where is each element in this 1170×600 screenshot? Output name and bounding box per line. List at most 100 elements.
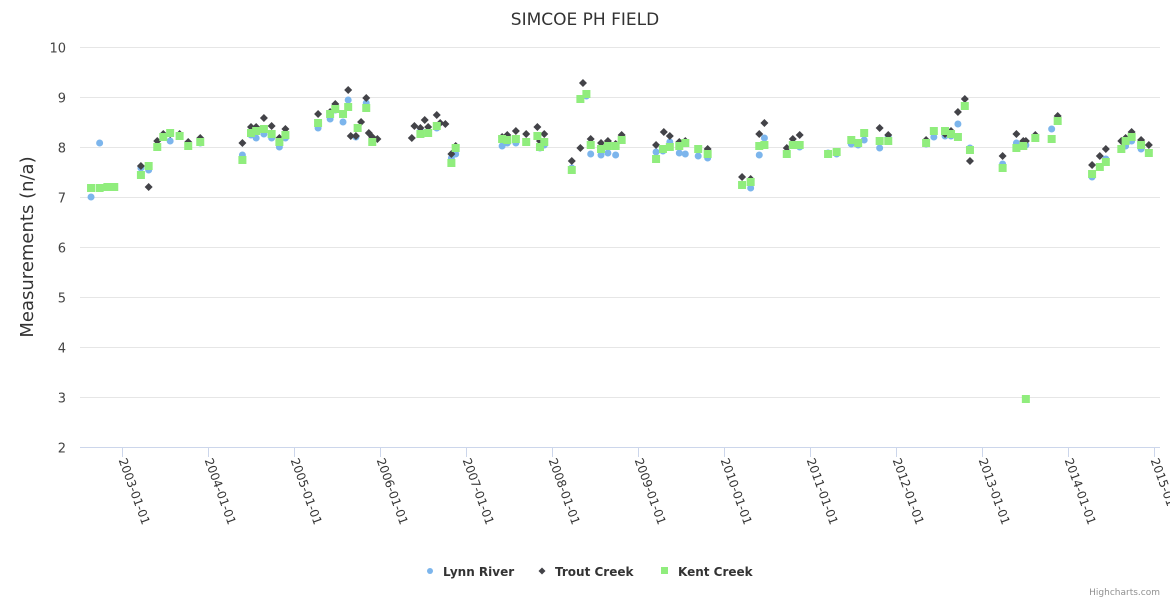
data-point[interactable] <box>252 127 261 135</box>
data-point[interactable] <box>346 132 355 140</box>
data-point[interactable] <box>960 95 969 103</box>
data-point[interactable] <box>953 133 962 141</box>
data-point[interactable] <box>617 136 626 144</box>
data-point[interactable] <box>535 143 544 151</box>
data-point[interactable] <box>159 133 168 141</box>
data-point[interactable] <box>498 142 506 150</box>
data-point[interactable] <box>1095 163 1104 171</box>
data-point[interactable] <box>755 130 764 138</box>
data-point[interactable] <box>353 124 362 132</box>
data-point[interactable] <box>144 162 153 170</box>
data-point[interactable] <box>788 141 797 149</box>
data-point[interactable] <box>441 120 450 128</box>
legend-item-kent-creek[interactable]: Kent Creek <box>661 565 754 579</box>
data-point[interactable] <box>832 148 841 156</box>
data-point[interactable] <box>1127 133 1136 141</box>
data-point[interactable] <box>95 184 104 192</box>
data-point[interactable] <box>860 136 868 144</box>
data-point[interactable] <box>876 144 884 152</box>
data-point[interactable] <box>1088 170 1097 178</box>
data-point[interactable] <box>576 95 585 103</box>
data-point[interactable] <box>738 181 747 189</box>
data-point[interactable] <box>795 141 804 149</box>
legend-item-lynn-river[interactable]: Lynn River <box>427 565 514 579</box>
data-point[interactable] <box>184 142 193 150</box>
data-point[interactable] <box>103 183 112 191</box>
data-point[interactable] <box>87 184 96 192</box>
data-point[interactable] <box>339 118 347 126</box>
data-point[interactable] <box>331 105 340 113</box>
data-point[interactable] <box>953 108 962 116</box>
data-point[interactable] <box>259 114 268 122</box>
data-point[interactable] <box>522 138 531 146</box>
data-point[interactable] <box>196 138 205 146</box>
data-point[interactable] <box>597 151 605 159</box>
data-point[interactable] <box>922 139 931 147</box>
data-point[interactable] <box>344 103 353 111</box>
data-point[interactable] <box>1047 135 1056 143</box>
data-point[interactable] <box>665 132 674 140</box>
data-point[interactable] <box>681 150 689 158</box>
data-point[interactable] <box>747 184 755 192</box>
data-point[interactable] <box>259 125 268 133</box>
data-point[interactable] <box>998 164 1007 172</box>
data-point[interactable] <box>782 150 791 158</box>
data-point[interactable] <box>738 173 747 181</box>
data-point[interactable] <box>875 124 884 132</box>
data-point[interactable] <box>1144 141 1153 149</box>
data-point[interactable] <box>420 116 429 124</box>
data-point[interactable] <box>576 144 585 152</box>
data-point[interactable] <box>540 138 549 146</box>
data-point[interactable] <box>351 132 360 140</box>
data-point[interactable] <box>1121 137 1130 145</box>
data-point[interactable] <box>603 142 612 150</box>
data-point[interactable] <box>153 143 162 151</box>
data-point[interactable] <box>267 122 276 130</box>
data-point[interactable] <box>368 138 377 146</box>
data-point[interactable] <box>540 130 549 138</box>
data-point[interactable] <box>110 183 119 191</box>
data-point[interactable] <box>1101 145 1110 153</box>
data-point[interactable] <box>247 129 255 137</box>
data-point[interactable] <box>522 130 531 138</box>
data-point[interactable] <box>854 139 863 147</box>
data-point[interactable] <box>941 127 950 135</box>
data-point[interactable] <box>1095 152 1104 160</box>
data-point[interactable] <box>166 137 174 145</box>
data-point[interactable] <box>1031 134 1040 142</box>
data-point[interactable] <box>659 128 668 136</box>
data-point[interactable] <box>612 151 620 159</box>
data-point[interactable] <box>604 149 612 157</box>
data-point[interactable] <box>314 110 323 118</box>
data-point[interactable] <box>587 150 595 158</box>
data-point[interactable] <box>658 145 667 153</box>
data-point[interactable] <box>452 150 460 158</box>
data-point[interactable] <box>965 146 974 154</box>
data-point[interactable] <box>407 134 416 142</box>
data-point[interactable] <box>930 133 938 141</box>
credits-link[interactable]: Highcharts.com <box>1089 588 1160 598</box>
data-point[interactable] <box>795 131 804 139</box>
data-point[interactable] <box>267 130 276 138</box>
data-point[interactable] <box>760 119 769 127</box>
data-point[interactable] <box>1012 130 1021 138</box>
data-point[interactable] <box>652 141 661 149</box>
data-point[interactable] <box>960 102 969 110</box>
data-point[interactable] <box>503 136 512 144</box>
data-point[interactable] <box>652 148 660 156</box>
data-point[interactable] <box>947 130 956 138</box>
data-point[interactable] <box>175 132 184 140</box>
data-point[interactable] <box>824 150 833 158</box>
data-point[interactable] <box>567 166 576 174</box>
data-point[interactable] <box>1012 144 1021 152</box>
data-point[interactable] <box>166 129 175 137</box>
data-point[interactable] <box>954 120 962 128</box>
data-point[interactable] <box>760 134 768 142</box>
data-point[interactable] <box>998 152 1007 160</box>
data-point[interactable] <box>511 127 520 135</box>
data-point[interactable] <box>144 183 153 191</box>
data-point[interactable] <box>1021 395 1030 403</box>
data-point[interactable] <box>681 139 690 147</box>
data-point[interactable] <box>929 127 938 135</box>
data-point[interactable] <box>597 145 606 153</box>
